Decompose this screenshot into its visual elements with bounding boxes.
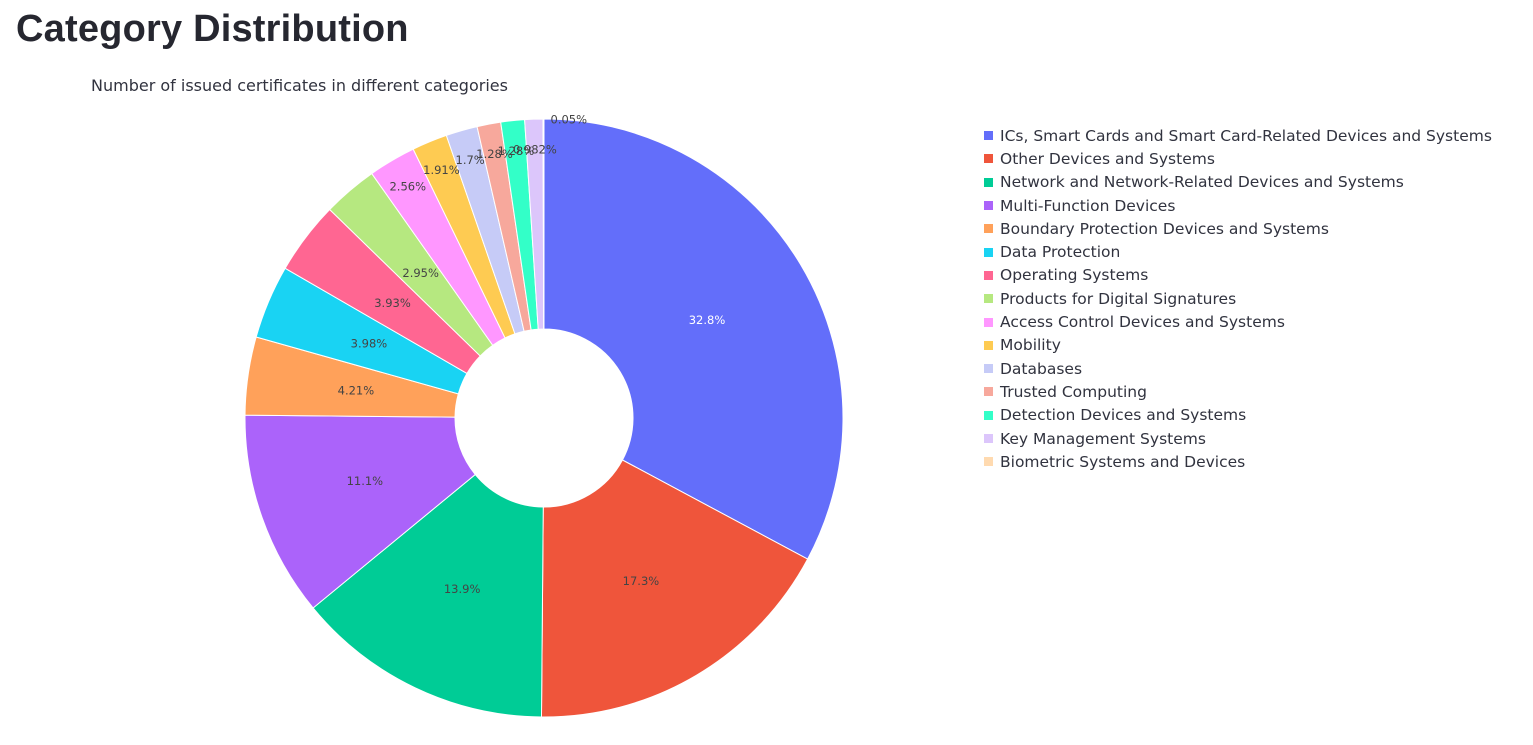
slice-label-databases: 1.7% (456, 153, 485, 167)
legend-item-trusted-computing[interactable]: Trusted Computing (984, 380, 1492, 403)
legend-label: Databases (1000, 359, 1083, 378)
legend-label: Boundary Protection Devices and Systems (1000, 219, 1329, 238)
legend-swatch (984, 131, 993, 141)
legend-item-operating-systems[interactable]: Operating Systems (984, 264, 1492, 287)
legend-item-boundary-protection-devices-and-systems[interactable]: Boundary Protection Devices and Systems (984, 217, 1492, 240)
legend-item-multi-function-devices[interactable]: Multi-Function Devices (984, 194, 1492, 217)
slice-label-detection-devices-and-systems: 1.28% (498, 144, 535, 158)
legend-item-other-devices-and-systems[interactable]: Other Devices and Systems (984, 147, 1492, 170)
legend-swatch (984, 434, 993, 443)
pie-slice-network-and-network-related-devices-and-systems[interactable] (312, 473, 544, 718)
pie-slice-ics-smart-cards-and-smart-card-related-devices-and-systems[interactable] (543, 118, 844, 560)
legend-item-detection-devices-and-systems[interactable]: Detection Devices and Systems (984, 404, 1492, 427)
slice-label-products-for-digital-signatures: 2.95% (402, 266, 439, 280)
pie-slice-biometric-systems-and-devices[interactable] (542, 118, 545, 330)
legend-label: Trusted Computing (1000, 382, 1147, 401)
page-title: Category Distribution (16, 8, 409, 50)
legend-label: Operating Systems (1000, 266, 1149, 285)
legend-swatch (984, 294, 993, 304)
slice-label-other-devices-and-systems: 17.3% (623, 574, 660, 588)
legend-swatch (984, 154, 993, 164)
legend-swatch (984, 410, 993, 420)
legend-swatch (984, 364, 993, 374)
slice-label-network-and-network-related-devices-and-systems: 13.9% (444, 582, 481, 596)
legend-label: Biometric Systems and Devices (1000, 452, 1246, 471)
legend-label: Other Devices and Systems (1000, 149, 1215, 168)
legend-item-network-and-network-related-devices-and-systems[interactable]: Network and Network-Related Devices and … (984, 171, 1492, 194)
slice-label-trusted-computing: 1.28% (476, 147, 513, 161)
legend-swatch (984, 340, 993, 350)
legend-label: Mobility (1000, 336, 1061, 355)
legend-label: Multi-Function Devices (1000, 196, 1176, 215)
legend-label: Key Management Systems (1000, 429, 1206, 448)
legend-item-databases[interactable]: Databases (984, 357, 1492, 380)
legend-label: Access Control Devices and Systems (1000, 313, 1285, 332)
slice-label-operating-systems: 3.93% (374, 296, 411, 310)
legend-swatch (984, 247, 993, 257)
legend-swatch (984, 317, 993, 327)
slice-label-ics-smart-cards-and-smart-card-related-devices-and-systems: 32.8% (689, 313, 726, 327)
legend-label: Detection Devices and Systems (1000, 406, 1247, 425)
legend-item-access-control-devices-and-systems[interactable]: Access Control Devices and Systems (984, 310, 1492, 333)
legend-item-data-protection[interactable]: Data Protection (984, 240, 1492, 263)
legend-item-biometric-systems-and-devices[interactable]: Biometric Systems and Devices (984, 450, 1492, 473)
slice-label-boundary-protection-devices-and-systems: 4.21% (338, 384, 375, 398)
slice-label-mobility: 1.91% (423, 163, 460, 177)
slice-label-data-protection: 3.98% (351, 337, 388, 351)
slice-label-access-control-devices-and-systems: 2.56% (389, 180, 426, 194)
legend-swatch (984, 201, 993, 211)
pie-slice-other-devices-and-systems[interactable] (540, 459, 809, 718)
slice-label-key-management-systems: 0.982% (513, 143, 557, 157)
legend-label: Network and Network-Related Devices and … (1000, 173, 1404, 192)
donut-chart[interactable]: 32.8% 17.3% 13.9% 11.1% 4.21% 3.98% 3.93% 2.95%… (0, 0, 960, 745)
slice-label-multi-function-devices: 11.1% (347, 474, 384, 488)
legend-swatch (984, 224, 993, 234)
legend-swatch (984, 177, 993, 187)
legend-swatch (984, 387, 993, 397)
legend-label: Products for Digital Signatures (1000, 289, 1237, 308)
legend-label: ICs, Smart Cards and Smart Card-Related … (1000, 126, 1492, 145)
legend-swatch (984, 270, 993, 280)
legend-label: Data Protection (1000, 243, 1121, 262)
pie-slice-multi-function-devices[interactable] (244, 414, 476, 609)
legend-item-products-for-digital-signatures[interactable]: Products for Digital Signatures (984, 287, 1492, 310)
chart-title: Number of issued certificates in differe… (91, 76, 508, 95)
legend-item-key-management-systems[interactable]: Key Management Systems (984, 427, 1492, 450)
chart-legend: ICs, Smart Cards and Smart Card-Related … (984, 124, 1492, 473)
legend-item-ics-smart-cards-and-smart-card-related-devices-and-systems[interactable]: ICs, Smart Cards and Smart Card-Related … (984, 124, 1492, 147)
legend-item-mobility[interactable]: Mobility (984, 334, 1492, 357)
legend-swatch (984, 457, 993, 467)
slice-label-biometric-systems-and-devices: 0.05% (551, 113, 588, 127)
